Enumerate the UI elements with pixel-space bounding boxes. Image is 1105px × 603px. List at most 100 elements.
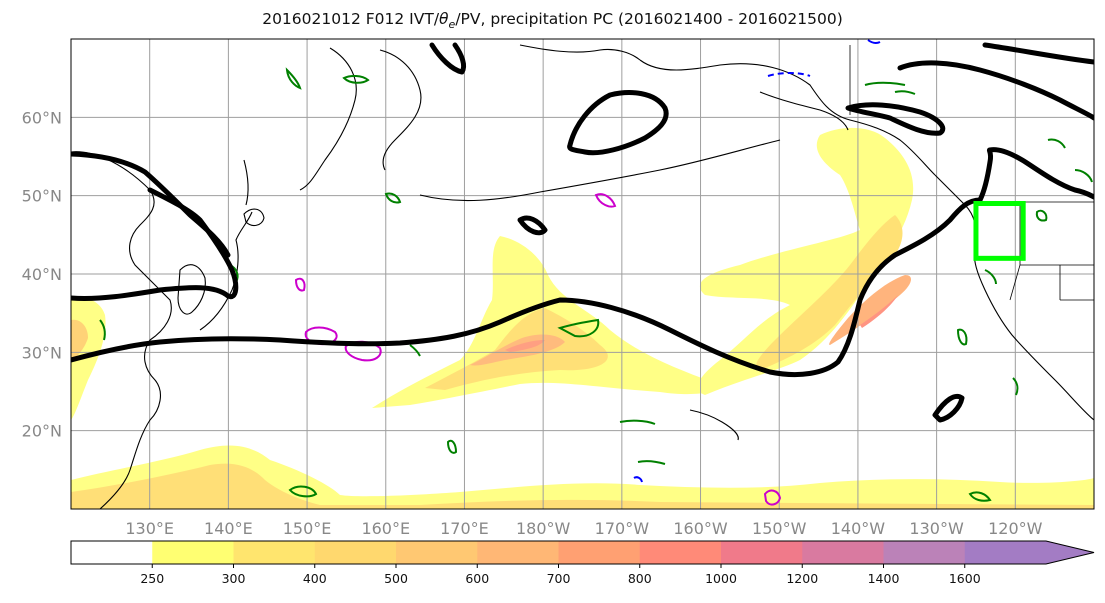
negative-contour	[867, 39, 881, 45]
theta-e-contour	[342, 74, 370, 84]
ivt-shading	[71, 127, 1094, 509]
longitude-label: 130°E	[125, 519, 174, 538]
ivt-contour-west-coast	[977, 147, 994, 203]
title-prefix: 2016021012 F012 IVT/	[262, 10, 440, 28]
ivt-contours	[71, 42, 1094, 423]
theta-e-contour	[1035, 209, 1048, 222]
coast-sakhalin	[243, 159, 249, 206]
theta-e-contour	[968, 491, 992, 502]
theta-e-contour	[288, 485, 318, 498]
ivt-contour-west	[71, 187, 239, 301]
colorbar-segment	[71, 541, 153, 564]
coast-asia	[71, 151, 172, 509]
ivt-fill-ne-mid	[755, 215, 903, 370]
coast-alaska	[639, 59, 936, 176]
theta-e-contour	[956, 328, 968, 346]
longitude-labels: 130°E 140°E 150°E 160°E 170°E 180°W 170°W 160°W…	[125, 519, 1042, 538]
colorbar-segment	[558, 541, 641, 564]
map-frame	[70, 38, 1095, 510]
colorbar-tick-label: 500	[384, 571, 408, 586]
theta-e-contour	[409, 344, 421, 357]
colorbar-segment	[314, 541, 397, 564]
negative-contour	[633, 476, 643, 483]
ivt-contour-aleutian	[517, 215, 548, 236]
colorbar-segment	[233, 541, 316, 564]
coast-kamchatka	[299, 47, 357, 191]
theta-e-contour	[1074, 169, 1093, 183]
title-theta: θ	[439, 10, 449, 28]
theta-e-contour	[1012, 377, 1019, 396]
colorbar-tick-label: 1200	[786, 571, 818, 586]
coast-aleutians	[419, 139, 781, 202]
title-suffix: /PV, precipitation PC (2016021400 - 2016…	[455, 10, 843, 28]
ivt-contour-main	[71, 197, 983, 378]
colorbar-tick-label: 1400	[868, 571, 900, 586]
colorbar-tick-label: 400	[303, 571, 327, 586]
longitude-label: 160°E	[361, 519, 410, 538]
theta-e-contour	[557, 318, 600, 338]
colorbar-tick-label: 800	[628, 571, 652, 586]
longitude-label: 150°E	[283, 519, 332, 538]
theta-e-contour	[285, 67, 302, 90]
map-content	[71, 39, 1094, 509]
theta-e-contour	[984, 269, 997, 285]
theta-e-contour	[1047, 138, 1066, 149]
pv-contour	[763, 489, 782, 506]
title-theta-sub: e	[448, 18, 456, 32]
longitude-label: 120°W	[988, 519, 1043, 538]
longitude-label: 180°W	[516, 519, 571, 538]
border-us-states	[1009, 202, 1094, 301]
ivt-fill-south-mid	[71, 463, 1094, 509]
colorbar-segment	[396, 541, 478, 564]
ivt-contour-hawaii	[932, 393, 965, 423]
colorbar-extend-arrow	[964, 541, 1094, 564]
latitude-label: 40°N	[22, 265, 62, 284]
colorbar-segment	[152, 541, 234, 564]
latitude-label: 20°N	[22, 422, 62, 441]
theta-e-contour	[864, 81, 906, 86]
colorbar-tick-label: 250	[140, 571, 164, 586]
graticule	[71, 39, 1094, 509]
colorbar-segment	[639, 541, 722, 564]
longitude-label: 140°W	[831, 519, 886, 538]
coast-hawaii	[689, 409, 739, 441]
colorbar-segment	[721, 541, 803, 564]
ivt-fill-south-outer	[71, 445, 1094, 509]
coast-chukotka	[519, 44, 641, 61]
colorbar-tick-label: 1600	[949, 571, 981, 586]
ivt-fill-ne-core	[829, 275, 912, 345]
colorbar-segment	[802, 541, 884, 564]
ivt-contour-bering	[567, 90, 669, 156]
latitude-labels: 60°N 50°N 40°N 30°N 20°N	[22, 108, 62, 440]
ivt-contour-canada-top	[982, 42, 1094, 65]
latitude-label: 50°N	[22, 187, 62, 206]
colorbar-tick-label: 600	[465, 571, 489, 586]
ivt-fill-ne-peak	[860, 295, 898, 328]
colorbar: 250 300 400 500 600 700 800 1000 1200 1400 1600	[70, 540, 1095, 586]
target-region-box	[973, 201, 1026, 261]
coast-alaska-peninsula	[759, 91, 849, 131]
map-title: 2016021012 F012 IVT/θe/PV, precipitation…	[0, 10, 1105, 31]
coast-korea	[177, 264, 206, 315]
negative-contour	[767, 72, 811, 77]
theta-e-contour	[637, 460, 666, 465]
longitude-label: 140°E	[204, 519, 253, 538]
ivt-contour-yukon	[897, 60, 1094, 121]
longitude-label: 160°W	[673, 519, 728, 538]
colorbar-segment	[477, 541, 559, 564]
ivt-fill-ne-outer	[697, 127, 914, 396]
ivt-contour-nw	[71, 151, 231, 258]
latitude-label: 30°N	[22, 343, 62, 362]
pv-contour	[594, 193, 617, 208]
coast-japan	[199, 211, 253, 331]
latitude-label: 60°N	[22, 108, 62, 127]
colorbar-tick-label: 300	[222, 571, 246, 586]
negative-contours	[633, 39, 881, 483]
coast-hokkaido	[243, 208, 265, 227]
theta-e-contour	[99, 319, 106, 341]
longitude-label: 170°E	[440, 519, 489, 538]
ivt-contour-canada	[987, 147, 1094, 200]
longitude-label: 170°W	[595, 519, 650, 538]
theta-e-contours	[99, 67, 1093, 502]
